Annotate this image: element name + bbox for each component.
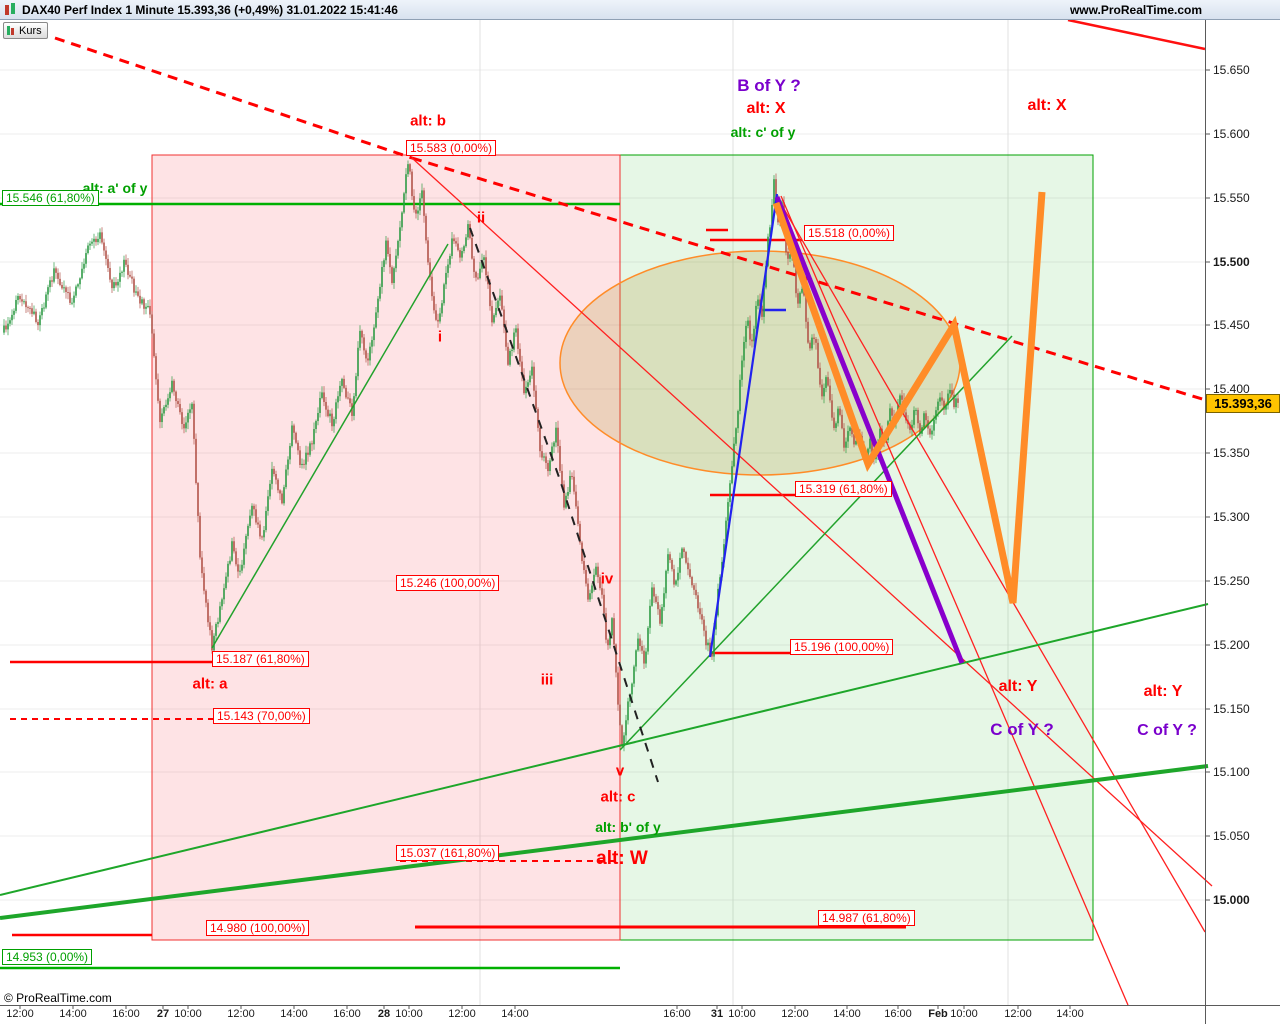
wave-annotation: alt: c' of y bbox=[730, 124, 796, 140]
x-tick-label: 10:00 bbox=[174, 1008, 202, 1020]
y-tick-label: 15.000 bbox=[1213, 893, 1250, 907]
x-tick-label: 16:00 bbox=[112, 1008, 140, 1020]
wave-annotation: alt: a bbox=[192, 675, 228, 693]
title-bar: DAX40 Perf Index 1 Minute 15.393,36 (+0,… bbox=[0, 0, 1280, 20]
y-tick-label: 15.300 bbox=[1213, 510, 1250, 524]
wave-annotation: alt: X bbox=[1027, 97, 1067, 114]
candlestick-icon bbox=[3, 3, 18, 16]
fib-level-label: 14.987 (61,80%) bbox=[818, 910, 915, 926]
fib-level-label: 15.546 (61,80%) bbox=[2, 190, 99, 206]
x-tick-label: 10:00 bbox=[395, 1008, 423, 1020]
price-axis-border bbox=[1205, 19, 1206, 1024]
price-axis[interactable] bbox=[1206, 19, 1280, 1005]
x-tick-label: 14:00 bbox=[280, 1008, 308, 1020]
fib-level-label: 15.187 (61,80%) bbox=[212, 651, 309, 667]
kurs-tab[interactable]: Kurs bbox=[3, 22, 48, 39]
x-tick-label: 12:00 bbox=[448, 1008, 476, 1020]
x-tick-label: 27 bbox=[156, 1008, 170, 1020]
time-axis-border bbox=[0, 1005, 1280, 1006]
wave-annotation: iv bbox=[600, 570, 614, 588]
x-tick-label: 12:00 bbox=[6, 1008, 34, 1020]
instrument-title: DAX40 Perf Index 1 Minute 15.393,36 (+0,… bbox=[22, 2, 398, 17]
wave-annotation: alt: X bbox=[746, 100, 786, 117]
fib-level-label: 15.037 (161,80%) bbox=[396, 845, 500, 861]
x-tick-label: 12:00 bbox=[781, 1008, 809, 1020]
y-tick-label: 15.500 bbox=[1213, 255, 1250, 269]
y-tick-label: 15.600 bbox=[1213, 127, 1250, 141]
x-tick-label: 14:00 bbox=[1056, 1008, 1084, 1020]
wave-annotation: v bbox=[615, 762, 625, 780]
y-tick-label: 15.100 bbox=[1213, 765, 1250, 779]
x-tick-label: 16:00 bbox=[333, 1008, 361, 1020]
wave-annotation: alt: c bbox=[600, 788, 636, 806]
y-tick-label: 15.200 bbox=[1213, 638, 1250, 652]
wave-annotation: alt: b bbox=[410, 112, 446, 130]
wave-annotation: alt: Y bbox=[998, 678, 1038, 695]
fib-level-label: 14.953 (0,00%) bbox=[2, 949, 93, 965]
kurs-tab-label: Kurs bbox=[19, 24, 42, 37]
x-tick-label: 14:00 bbox=[501, 1008, 529, 1020]
fib-level-label: 15.319 (61,80%) bbox=[795, 481, 892, 497]
x-tick-label: 28 bbox=[377, 1008, 391, 1020]
wave-annotation: i bbox=[437, 328, 443, 346]
y-tick-label: 15.250 bbox=[1213, 574, 1250, 588]
y-tick-label: 15.150 bbox=[1213, 702, 1250, 716]
wave-annotation: C of Y ? bbox=[990, 720, 1054, 739]
wave-annotation: B of Y ? bbox=[737, 76, 801, 95]
fib-level-label: 15.143 (70,00%) bbox=[213, 708, 310, 724]
watermark: © ProRealTime.com bbox=[4, 991, 112, 1005]
x-tick-label: 14:00 bbox=[59, 1008, 87, 1020]
y-tick-label: 15.650 bbox=[1213, 63, 1250, 77]
fib-level-label: 15.518 (0,00%) bbox=[804, 225, 895, 241]
fib-level-label: 15.583 (0,00%) bbox=[406, 140, 497, 156]
y-tick-label: 15.400 bbox=[1213, 382, 1250, 396]
x-tick-label: 31 bbox=[710, 1008, 724, 1020]
kurs-series-icon bbox=[7, 26, 16, 35]
wave-annotation: ii bbox=[476, 209, 486, 227]
y-tick-label: 15.350 bbox=[1213, 446, 1250, 460]
x-tick-label: 12:00 bbox=[227, 1008, 255, 1020]
wave-annotation: iii bbox=[540, 671, 554, 689]
time-axis[interactable] bbox=[0, 1006, 1205, 1024]
x-tick-label: 10:00 bbox=[728, 1008, 756, 1020]
wave-annotation: alt: a' of y bbox=[82, 180, 148, 196]
wave-annotation: alt: Y bbox=[1143, 683, 1183, 700]
y-tick-label: 15.050 bbox=[1213, 829, 1250, 843]
y-tick-label: 15.450 bbox=[1213, 318, 1250, 332]
fib-level-label: 15.246 (100,00%) bbox=[396, 575, 500, 591]
website-link[interactable]: www.ProRealTime.com bbox=[1069, 2, 1202, 17]
wave-annotation: alt: b' of y bbox=[595, 819, 661, 835]
x-tick-label: 16:00 bbox=[663, 1008, 691, 1020]
y-tick-label: 15.550 bbox=[1213, 191, 1250, 205]
x-tick-label: 16:00 bbox=[884, 1008, 912, 1020]
fib-level-label: 14.980 (100,00%) bbox=[206, 920, 310, 936]
x-tick-label: 10:00 bbox=[950, 1008, 978, 1020]
wave-annotation: alt: W bbox=[596, 848, 648, 869]
x-tick-label: 12:00 bbox=[1004, 1008, 1032, 1020]
x-tick-label: 14:00 bbox=[833, 1008, 861, 1020]
wave-annotation: C of Y ? bbox=[1137, 722, 1197, 739]
x-tick-label: Feb bbox=[928, 1008, 948, 1020]
fib-level-label: 15.196 (100,00%) bbox=[790, 639, 894, 655]
